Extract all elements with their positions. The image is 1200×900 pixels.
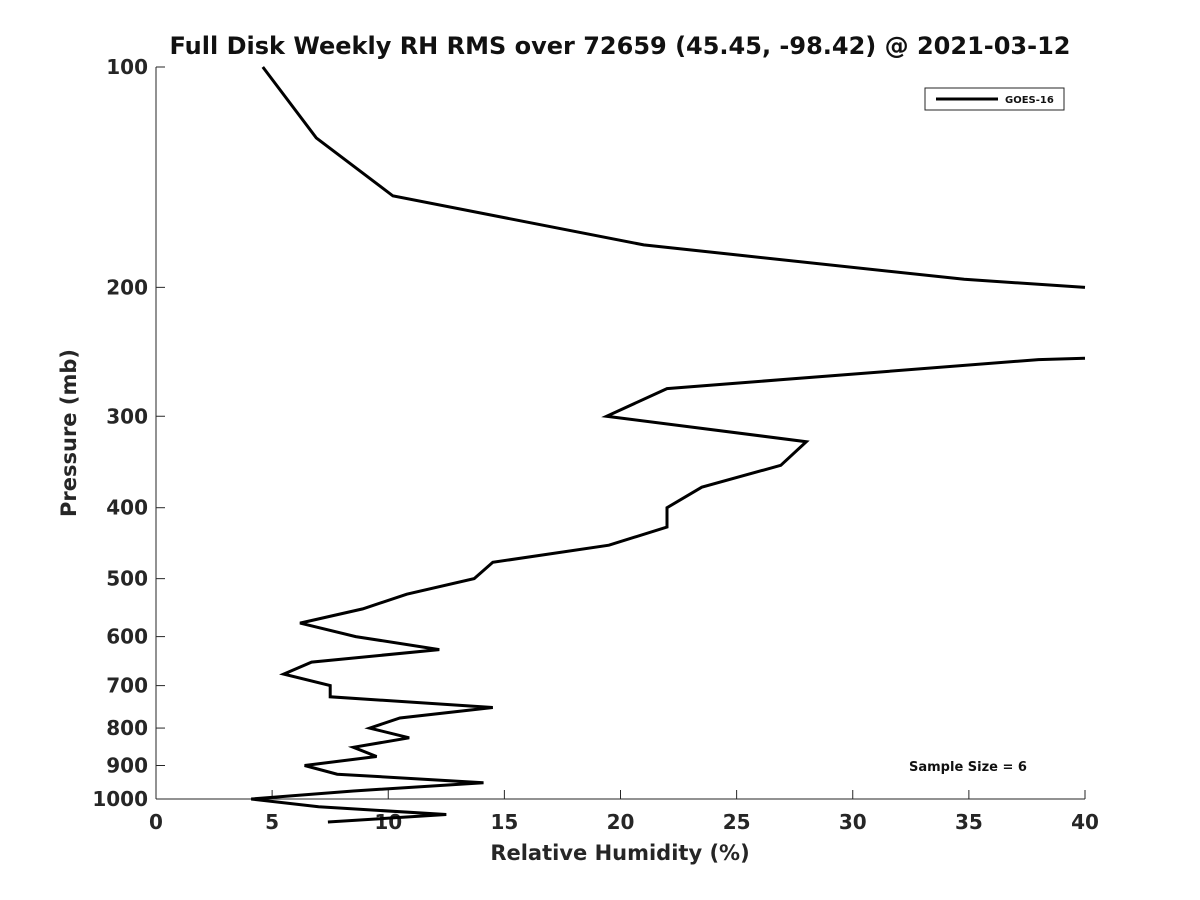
x-tick-label: 5 xyxy=(265,810,279,834)
series-layer xyxy=(251,66,1086,824)
x-tick-label: 40 xyxy=(1071,810,1099,834)
y-tick-label: 700 xyxy=(106,674,148,698)
x-tick-label: 10 xyxy=(374,810,402,834)
y-tick-label: 1000 xyxy=(92,787,148,811)
x-axis-ticks: 0 5 10 15 20 25 30 35 40 xyxy=(149,790,1099,834)
chart-title: Full Disk Weekly RH RMS over 72659 (45.4… xyxy=(169,32,1070,60)
y-tick-label: 800 xyxy=(106,716,148,740)
y-tick-label: 500 xyxy=(106,567,148,591)
plot-background xyxy=(156,67,1085,799)
x-tick-label: 20 xyxy=(607,810,635,834)
y-tick-label: 900 xyxy=(106,754,148,778)
legend-label-goes-16: GOES-16 xyxy=(1005,95,1054,106)
y-tick-label: 100 xyxy=(106,55,148,79)
y-tick-label: 300 xyxy=(106,404,148,428)
x-tick-label: 25 xyxy=(723,810,751,834)
x-tick-label: 30 xyxy=(839,810,867,834)
y-tick-label: 600 xyxy=(106,625,148,649)
x-tick-label: 0 xyxy=(149,810,163,834)
sample-size-annotation: Sample Size = 6 xyxy=(909,760,1027,775)
x-axis-label: Relative Humidity (%) xyxy=(490,841,749,865)
y-tick-label: 200 xyxy=(106,275,148,299)
legend: GOES-16 xyxy=(924,87,1065,111)
series-line-goes-16-segment-2 xyxy=(251,356,1086,824)
x-tick-label: 35 xyxy=(955,810,983,834)
y-axis-label: Pressure (mb) xyxy=(57,349,81,517)
plot-area xyxy=(156,67,1085,799)
y-axis-ticks: 100 200 300 400 500 600 700 800 900 1000 xyxy=(92,55,165,811)
series-line-goes-16-segment-1 xyxy=(261,66,1086,289)
x-tick-label: 15 xyxy=(490,810,518,834)
y-tick-label: 400 xyxy=(106,496,148,520)
